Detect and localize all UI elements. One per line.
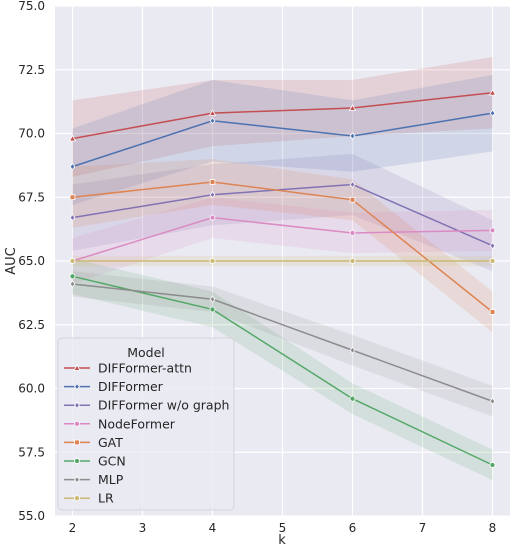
legend-marker [74, 495, 80, 502]
confidence-band [72, 271, 493, 417]
data-point [69, 194, 76, 201]
legend: Model DIFFormer-attn DIFFormer DIFFormer w… [57, 337, 235, 511]
series-line [72, 181, 493, 313]
data-point [489, 227, 496, 234]
data-point [209, 214, 216, 221]
y-tick-label: 62.5 [18, 318, 45, 332]
legend-label: DIFFormer-attn [98, 361, 192, 376]
data-point [489, 258, 496, 264]
data-point [489, 242, 496, 250]
legend-marker [74, 382, 80, 391]
y-tick-label: 57.5 [18, 445, 45, 459]
data-point [209, 306, 216, 313]
data-point [349, 395, 356, 402]
legend-label: GAT [98, 435, 123, 450]
y-tick-label: 55.0 [18, 509, 45, 523]
confidence-band [72, 74, 493, 205]
data-point [69, 163, 76, 171]
legend-label: DIFFormer w/o graph [98, 398, 229, 413]
legend-marker [74, 439, 80, 446]
x-tick-label: 4 [209, 521, 217, 535]
y-axis-label: AUC [4, 247, 19, 275]
legend-marker [74, 420, 80, 427]
series-line [72, 112, 493, 168]
series-lines [72, 91, 493, 466]
x-axis-label: k [278, 533, 286, 548]
y-tick-label: 67.5 [18, 190, 45, 204]
legend-marker [74, 401, 80, 409]
legend-box [57, 337, 235, 511]
y-tick-label: 72.5 [18, 63, 45, 77]
series-line [72, 275, 493, 466]
legend-label: LR [98, 491, 114, 506]
data-point [349, 196, 356, 203]
x-tick-label: 7 [419, 521, 427, 535]
legend-label: MLP [98, 472, 124, 487]
legend-label: DIFFormer [98, 379, 164, 394]
data-point [209, 179, 216, 185]
series-line [72, 216, 493, 262]
x-axis-ticks: 2 3 4 5 6 7 8 [69, 521, 497, 535]
data-point [349, 258, 356, 264]
confidence-bands [72, 57, 493, 481]
data-point [489, 462, 496, 468]
x-tick-label: 6 [349, 521, 357, 535]
confidence-band [72, 159, 493, 333]
data-point [69, 214, 76, 222]
confidence-band [72, 197, 493, 284]
y-tick-label: 70.0 [18, 127, 45, 141]
data-point [349, 180, 356, 189]
x-tick-label: 5 [279, 521, 287, 535]
x-tick-label: 8 [489, 521, 497, 535]
legend-marker [73, 364, 81, 371]
data-point [209, 258, 216, 264]
confidence-band [72, 57, 493, 177]
y-axis-ticks: 55.0 57.5 60.0 62.5 65.0 67.5 70.0 72.5 75.0 [18, 0, 45, 523]
legend-marker [74, 458, 80, 464]
x-tick-label: 2 [69, 521, 77, 535]
data-point [69, 258, 76, 264]
data-point [69, 273, 76, 280]
data-point [68, 134, 77, 142]
data-point [69, 280, 76, 288]
data-point [209, 117, 216, 125]
data-point [489, 397, 496, 405]
data-point [349, 132, 356, 140]
legend-marker [74, 475, 80, 484]
legend-label: NodeFormer [98, 416, 176, 431]
legend-label: GCN [98, 454, 126, 469]
confidence-band [72, 258, 493, 481]
data-point [348, 104, 357, 111]
y-tick-label: 75.0 [18, 0, 45, 13]
series-line [72, 91, 493, 140]
data-point [349, 229, 356, 236]
series-line [72, 283, 493, 402]
data-point [489, 109, 496, 117]
data-point [208, 109, 217, 116]
series-line [72, 183, 493, 247]
y-tick-label: 65.0 [18, 254, 45, 268]
data-point [489, 309, 496, 315]
confidence-band [72, 153, 493, 272]
series-markers [68, 88, 497, 468]
x-tick-label: 3 [139, 521, 147, 535]
legend-items: DIFFormer-attn DIFFormer DIFFormer w/o gra… [64, 361, 229, 506]
data-point [209, 191, 216, 199]
data-point [488, 88, 497, 96]
data-point [209, 295, 216, 303]
legend-title: Model [127, 345, 165, 360]
y-tick-label: 60.0 [18, 382, 45, 396]
data-point [349, 346, 356, 354]
